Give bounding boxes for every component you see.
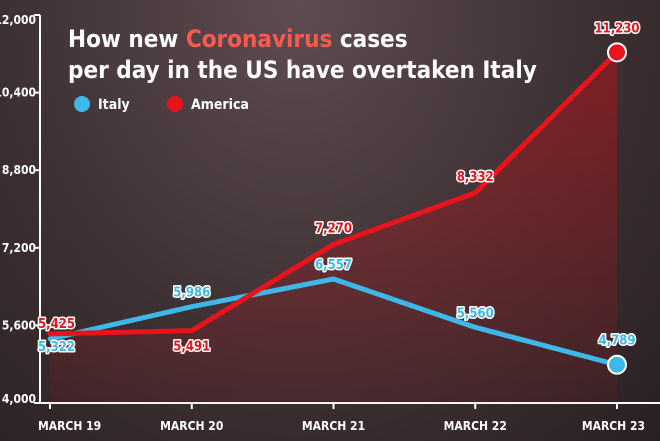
x-tick-label: MARCH 19 — [38, 419, 101, 433]
chart-title-accent: Coronavirus — [186, 25, 332, 53]
italy-data-label: 5,322 — [38, 340, 75, 355]
axes: 4,000 5,600 7,200 8,800 10,400 12,000 MARCH 19… — [0, 13, 660, 433]
legend-marker — [74, 96, 90, 112]
america-data-label: 5,491 — [173, 340, 210, 355]
legend-label: Italy — [98, 97, 130, 113]
italy-end-point — [607, 354, 627, 375]
legend-marker — [167, 96, 183, 112]
x-tick-label: MARCH 23 — [582, 419, 645, 433]
italy-data-label: 5,560 — [457, 306, 494, 321]
y-tick-label: 7,200 — [2, 241, 36, 255]
america-data-label: 5,425 — [38, 317, 75, 332]
chart-title-line1: How new Coronavirus cases — [68, 25, 408, 53]
x-tick-label: MARCH 21 — [302, 419, 365, 433]
america-data-label: 11,230 — [594, 21, 639, 36]
america-area — [50, 52, 617, 403]
series-lines — [47, 49, 620, 368]
y-tick-label: 5,600 — [2, 318, 36, 332]
series-area — [50, 52, 617, 403]
chart-title-line2: per day in the US have overtaken Italy — [68, 56, 537, 84]
y-tick-label: 12,000 — [0, 13, 36, 27]
legend-label: America — [191, 97, 249, 113]
italy-data-label: 4,789 — [599, 334, 636, 349]
america-end-point — [607, 42, 627, 63]
italy-data-label: 6,557 — [315, 258, 352, 273]
america-data-label: 8,332 — [457, 170, 494, 185]
legend: Italy America — [74, 96, 249, 113]
data-labels: 5,322 5,986 6,557 5,560 4,789 5,425 5,491 7,270… — [37, 20, 642, 357]
x-tick-label: MARCH 20 — [160, 419, 223, 433]
america-data-label: 7,270 — [315, 221, 352, 236]
italy-line — [47, 276, 620, 368]
america-line — [47, 49, 620, 337]
y-tick-label: 8,800 — [2, 163, 36, 177]
y-tick-label: 10,400 — [0, 86, 36, 100]
series-points — [607, 42, 627, 375]
x-tick-label: MARCH 22 — [444, 419, 507, 433]
y-tick-label: 4,000 — [2, 392, 36, 406]
italy-data-label: 5,986 — [173, 286, 210, 301]
